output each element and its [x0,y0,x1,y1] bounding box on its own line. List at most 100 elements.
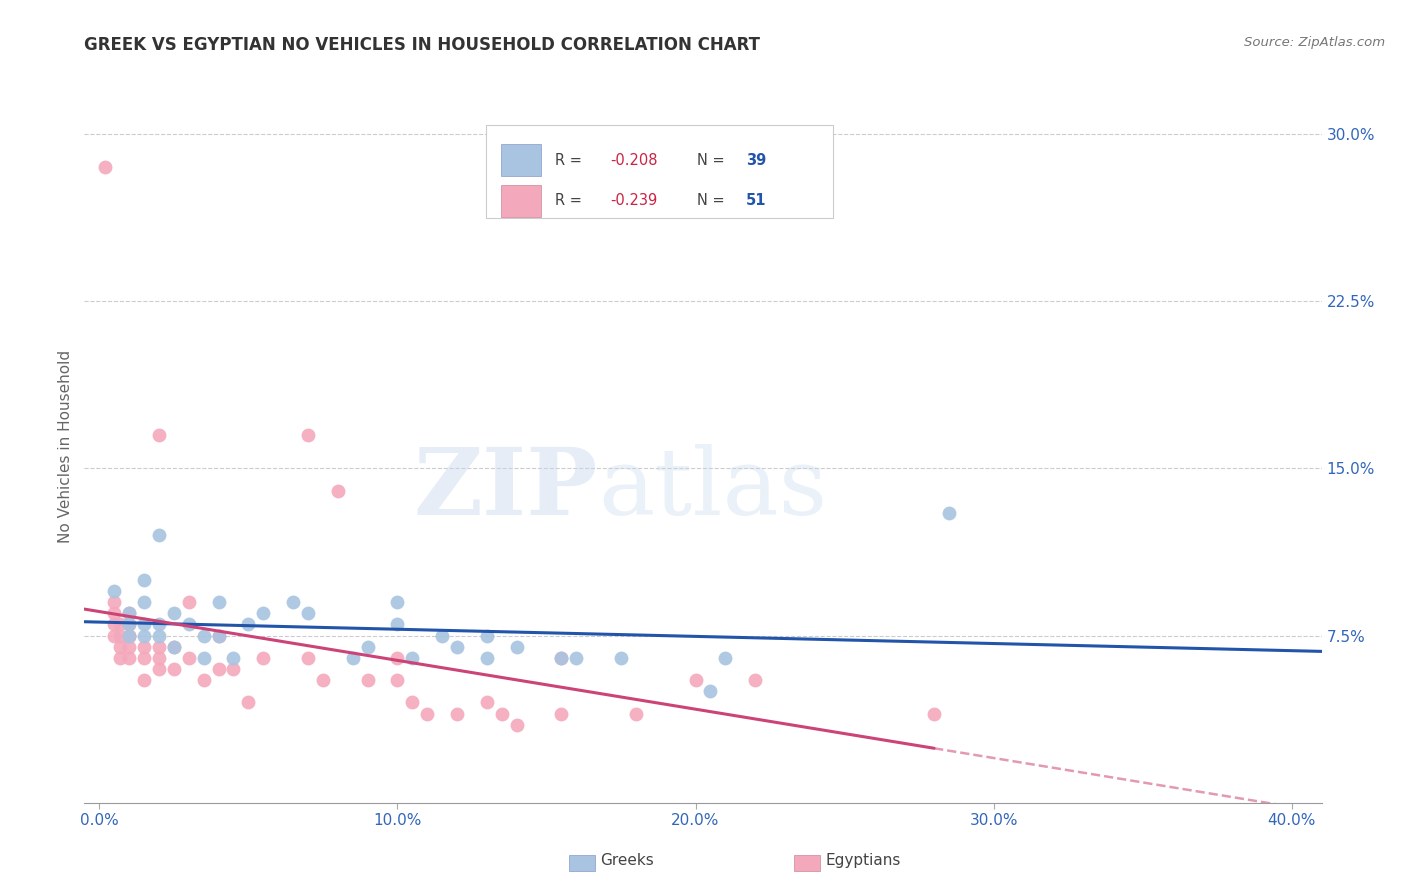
Point [401,651,423,665]
Point [387,617,409,632]
Point [565,651,588,665]
Point [610,651,633,665]
Text: ZIP: ZIP [413,444,598,533]
Point [108,640,131,654]
Point [491,706,513,721]
Text: 51: 51 [747,194,766,209]
Text: atlas: atlas [598,444,827,533]
Point [132,617,155,632]
Point [118,628,141,642]
Point [550,706,572,721]
Text: 39: 39 [747,153,766,168]
Point [238,617,260,632]
Point [103,595,125,609]
Point [550,651,572,665]
Text: -0.239: -0.239 [610,194,658,209]
Point [118,651,141,665]
Point [297,607,319,621]
Point [207,595,229,609]
Point [148,640,170,654]
Point [118,640,141,654]
Text: -0.208: -0.208 [610,153,658,168]
Point [148,662,170,676]
Point [416,706,439,721]
Point [193,651,215,665]
Text: R =: R = [554,153,586,168]
Point [297,651,319,665]
Text: Source: ZipAtlas.com: Source: ZipAtlas.com [1244,36,1385,49]
Point [222,651,245,665]
Point [177,651,200,665]
Point [118,628,141,642]
Text: GREEK VS EGYPTIAN NO VEHICLES IN HOUSEHOLD CORRELATION CHART: GREEK VS EGYPTIAN NO VEHICLES IN HOUSEHO… [84,36,761,54]
Text: Greeks: Greeks [600,854,654,868]
Point [148,428,170,442]
Point [207,628,229,642]
Point [132,673,155,687]
Point [177,595,200,609]
Point [475,696,498,710]
Point [238,696,260,710]
Point [163,662,186,676]
Text: R =: R = [554,194,586,209]
Point [252,607,274,621]
Point [505,640,527,654]
Point [475,628,498,642]
Point [685,673,707,687]
Point [714,651,737,665]
Text: Egyptians: Egyptians [825,854,901,868]
Point [297,428,319,442]
Point [103,628,125,642]
Point [312,673,335,687]
Point [118,617,141,632]
Point [132,595,155,609]
Point [148,617,170,632]
Point [356,673,378,687]
Point [326,483,349,498]
Point [475,651,498,665]
Point [401,696,423,710]
Text: N =: N = [697,153,730,168]
Point [387,595,409,609]
Point [744,673,766,687]
Y-axis label: No Vehicles in Household: No Vehicles in Household [58,350,73,542]
Point [387,673,409,687]
Point [118,628,141,642]
Point [193,673,215,687]
Point [103,617,125,632]
Point [922,706,945,721]
Point [252,651,274,665]
Point [222,662,245,676]
Point [163,640,186,654]
Point [103,607,125,621]
Point [132,573,155,587]
Point [108,651,131,665]
Point [356,640,378,654]
FancyBboxPatch shape [486,125,832,218]
Point [207,662,229,676]
Point [132,651,155,665]
Bar [502,145,541,177]
Point [132,628,155,642]
Point [118,617,141,632]
Point [938,506,960,520]
Point [108,617,131,632]
Point [430,628,453,642]
Point [148,628,170,642]
Point [193,628,215,642]
Point [446,706,468,721]
Point [132,640,155,654]
Point [148,651,170,665]
Point [342,651,364,665]
Point [163,607,186,621]
Point [446,640,468,654]
Point [387,651,409,665]
Point [108,628,131,642]
Point [177,617,200,632]
Point [281,595,304,609]
Point [148,528,170,542]
Bar [502,185,541,217]
Point [505,717,527,731]
Point [207,628,229,642]
Point [163,640,186,654]
